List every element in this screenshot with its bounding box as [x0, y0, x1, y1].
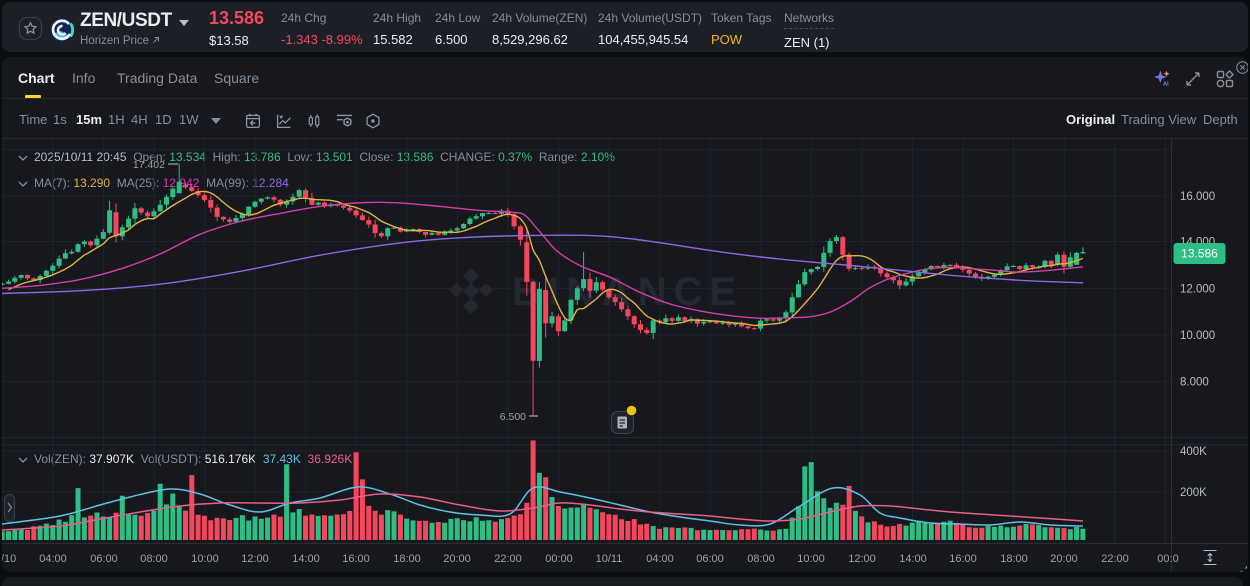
svg-text:12:00: 12:00 — [241, 553, 269, 565]
svg-text:200K: 200K — [1180, 487, 1207, 499]
svg-text:6.500: 6.500 — [500, 411, 526, 423]
svg-text:BINANCE: BINANCE — [512, 270, 743, 314]
svg-text:10:00: 10:00 — [797, 553, 825, 565]
svg-text:14:00: 14:00 — [292, 553, 320, 565]
svg-text:06:00: 06:00 — [696, 553, 724, 565]
svg-text:22:00: 22:00 — [1101, 553, 1129, 565]
svg-text:06:00: 06:00 — [90, 553, 118, 565]
svg-text:13.586: 13.586 — [1181, 247, 1218, 261]
svg-text:10.000: 10.000 — [1180, 330, 1215, 342]
svg-text:08:00: 08:00 — [140, 553, 168, 565]
svg-text:12:00: 12:00 — [848, 553, 876, 565]
svg-text:400K: 400K — [1180, 446, 1207, 458]
svg-text:14:00: 14:00 — [899, 553, 927, 565]
svg-text:16:00: 16:00 — [949, 553, 977, 565]
svg-text:04:00: 04:00 — [39, 553, 67, 565]
svg-text:10:00: 10:00 — [191, 553, 219, 565]
svg-text:AI: AI — [1163, 82, 1169, 88]
svg-text:22:00: 22:00 — [494, 553, 522, 565]
svg-text:8.000: 8.000 — [1180, 377, 1209, 389]
svg-text:18:00: 18:00 — [393, 553, 421, 565]
svg-text:00:00: 00:00 — [545, 553, 573, 565]
svg-text:17.402: 17.402 — [133, 159, 165, 171]
svg-text:20:00: 20:00 — [443, 553, 471, 565]
svg-text:00:0: 00:0 — [1157, 553, 1178, 565]
svg-text:10/11: 10/11 — [596, 553, 623, 565]
svg-text:08:00: 08:00 — [747, 553, 775, 565]
svg-text:/10: /10 — [2, 553, 16, 565]
svg-text:16.000: 16.000 — [1180, 191, 1215, 203]
svg-text:16:00: 16:00 — [342, 553, 370, 565]
svg-text:04:00: 04:00 — [646, 553, 674, 565]
svg-text:12.000: 12.000 — [1180, 284, 1215, 296]
svg-text:18:00: 18:00 — [1000, 553, 1028, 565]
svg-text:20:00: 20:00 — [1050, 553, 1078, 565]
